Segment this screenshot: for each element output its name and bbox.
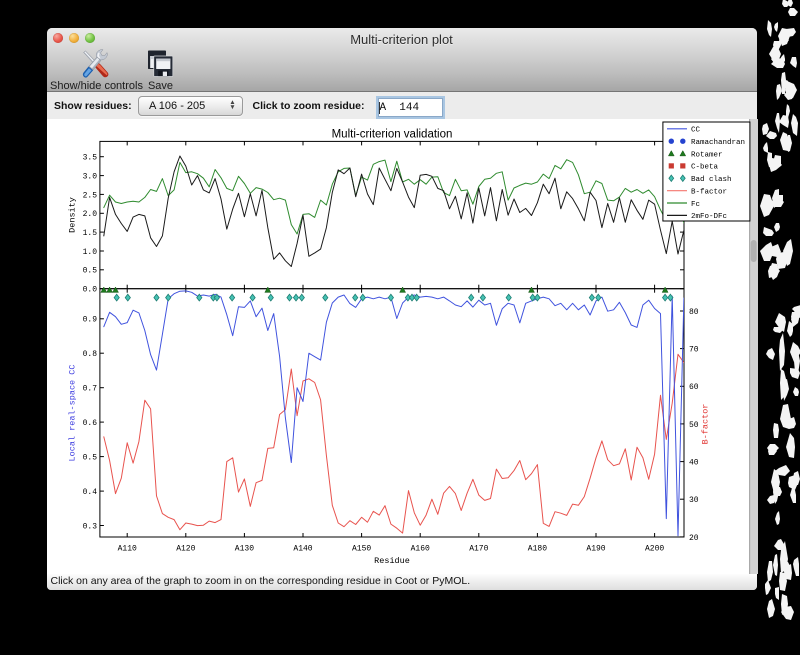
svg-text:60: 60 <box>689 383 699 392</box>
svg-text:Residue: Residue <box>374 556 410 566</box>
svg-text:2mFo-DFc: 2mFo-DFc <box>691 213 727 221</box>
svg-text:Rotamer: Rotamer <box>691 151 723 159</box>
svg-text:2.5: 2.5 <box>82 191 97 200</box>
svg-text:A160: A160 <box>410 545 429 554</box>
svg-text:A150: A150 <box>351 545 370 554</box>
svg-text:3.5: 3.5 <box>82 154 97 163</box>
svg-text:C-beta: C-beta <box>691 164 719 172</box>
svg-text:A140: A140 <box>293 545 312 554</box>
svg-text:20: 20 <box>689 534 699 543</box>
svg-text:40: 40 <box>689 459 699 468</box>
svg-text:A190: A190 <box>586 545 605 554</box>
svg-text:70: 70 <box>689 346 699 355</box>
svg-text:0.7: 0.7 <box>82 385 97 394</box>
svg-text:0.6: 0.6 <box>82 419 97 428</box>
svg-text:A200: A200 <box>644 545 663 554</box>
svg-text:0.3: 0.3 <box>82 522 97 531</box>
svg-text:0.5: 0.5 <box>82 267 97 276</box>
svg-text:A120: A120 <box>176 545 195 554</box>
svg-text:80: 80 <box>689 308 699 317</box>
svg-text:1.5: 1.5 <box>82 229 97 238</box>
svg-text:Local real-space CC: Local real-space CC <box>67 365 77 462</box>
svg-text:A180: A180 <box>527 545 546 554</box>
svg-text:Ramachandran: Ramachandran <box>691 139 745 147</box>
svg-text:50: 50 <box>689 421 699 430</box>
svg-text:2.0: 2.0 <box>82 210 97 219</box>
svg-text:B-factor: B-factor <box>691 189 727 197</box>
svg-text:Fc: Fc <box>691 201 700 209</box>
svg-text:1.0: 1.0 <box>82 248 97 257</box>
svg-text:Bad clash: Bad clash <box>691 176 732 184</box>
svg-text:A130: A130 <box>234 545 253 554</box>
svg-text:30: 30 <box>689 496 699 505</box>
svg-text:3.0: 3.0 <box>82 173 97 182</box>
svg-text:0.9: 0.9 <box>82 316 97 325</box>
svg-text:0.5: 0.5 <box>82 454 97 463</box>
svg-text:Density: Density <box>67 197 77 233</box>
svg-text:A170: A170 <box>469 545 488 554</box>
svg-text:B-factor: B-factor <box>700 404 710 445</box>
svg-text:0.8: 0.8 <box>82 350 97 359</box>
svg-text:A110: A110 <box>117 545 136 554</box>
svg-text:0.0: 0.0 <box>82 286 97 295</box>
svg-text:CC: CC <box>691 127 701 135</box>
svg-text:Multi-criterion validation: Multi-criterion validation <box>331 129 452 141</box>
svg-text:0.4: 0.4 <box>82 488 97 497</box>
